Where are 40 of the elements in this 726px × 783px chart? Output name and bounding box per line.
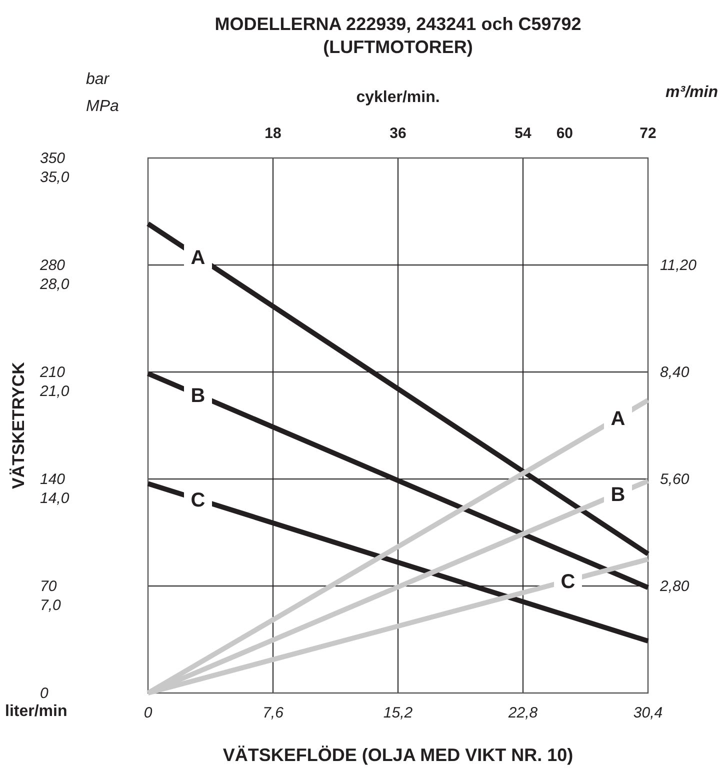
- y-axis-title: VÄTSKETRYCK: [8, 361, 28, 489]
- x-tick-label: 15,2: [383, 704, 414, 722]
- y3-tick-label: 28,0: [39, 276, 70, 293]
- y3-tick-label: 14,0: [40, 490, 70, 507]
- series-label: C: [190, 490, 206, 512]
- y-tick-label: 210: [39, 364, 66, 381]
- y3-tick-label: 21,0: [39, 383, 70, 400]
- x2-tick-label: 54: [514, 125, 532, 142]
- x2-tick-label: 36: [390, 125, 406, 142]
- series-label: A: [190, 246, 206, 269]
- y2-axis-title: m³/min: [666, 84, 718, 101]
- text: bar: [86, 71, 110, 88]
- series-label: B: [610, 484, 626, 506]
- x2-tick-label: 18: [264, 125, 282, 142]
- y2-tick-label: 11,20: [660, 256, 698, 274]
- y-tick-label: 0: [40, 684, 49, 702]
- series-label: B: [190, 385, 206, 408]
- y2-tick-label: 8,40: [660, 364, 690, 381]
- y-tick-label: 140: [40, 470, 66, 488]
- x2-axis-title: cykler/min.: [356, 89, 440, 106]
- y2-tick-label: 5,60: [660, 470, 690, 488]
- x2-tick-label: 72: [640, 125, 656, 142]
- x2-tick-label: 60: [556, 125, 574, 142]
- y-tick-label: 350: [40, 150, 66, 167]
- text: liter/min: [5, 703, 68, 720]
- y2-tick-label: 2,80: [659, 578, 690, 595]
- x-tick-label: 0: [144, 704, 153, 722]
- x-tick-label: 30,4: [633, 704, 663, 722]
- x-tick-label: 22,8: [507, 704, 538, 722]
- y-tick-label: 280: [39, 256, 66, 274]
- x-axis-title: VÄTSKEFLÖDE (OLJA MED VIKT NR. 10): [222, 745, 574, 765]
- chart-subtitle: (LUFTMOTORER): [323, 37, 473, 57]
- x-tick-label: 7,6: [262, 704, 284, 722]
- y3-tick-label: 35,0: [40, 169, 70, 186]
- y-tick-label: 70: [40, 578, 58, 595]
- y3-tick-label: 7,0: [40, 597, 62, 614]
- series-label: C: [560, 570, 576, 593]
- chart-title: MODELLERNA 222939, 243241 och C59792: [214, 14, 582, 34]
- series-label: A: [610, 408, 626, 430]
- text: MPa: [86, 98, 119, 115]
